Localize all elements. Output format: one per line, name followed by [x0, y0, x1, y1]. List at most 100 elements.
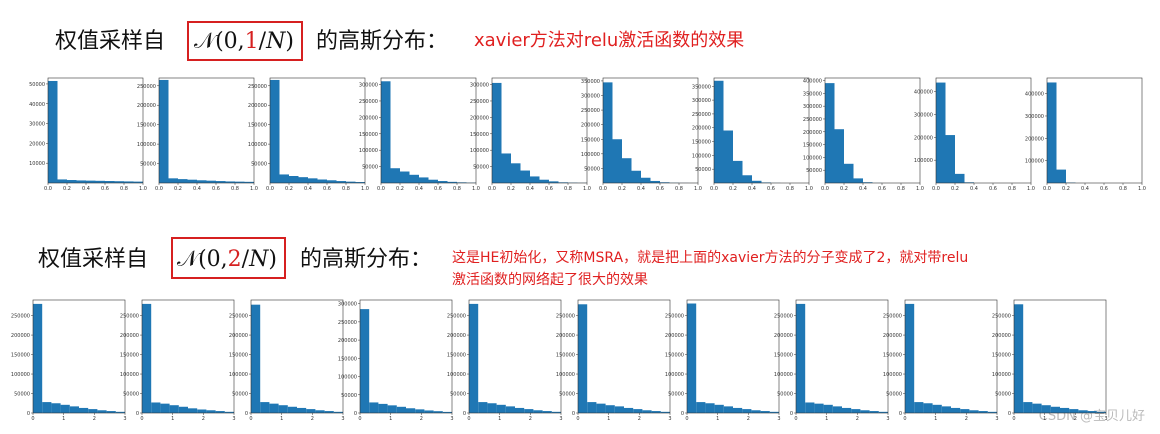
- x-tick-label: 0.0: [932, 186, 940, 192]
- x-tick-label: 0.8: [120, 186, 128, 192]
- bar: [1069, 409, 1079, 413]
- bar: [400, 171, 410, 183]
- bar: [206, 410, 216, 413]
- bar: [438, 181, 448, 183]
- y-tick-label: 150000: [137, 123, 156, 129]
- bar: [215, 411, 225, 413]
- x-tick-label: 0.8: [1119, 186, 1127, 192]
- x-tick-label: 1: [280, 416, 283, 422]
- y-tick-label: 300000: [338, 302, 357, 308]
- y-tick-label: 50000: [473, 165, 489, 171]
- y-tick-label: 150000: [359, 132, 378, 138]
- y-tick-label: 100000: [581, 152, 600, 158]
- y-tick-label: 0: [572, 411, 575, 417]
- bar: [969, 410, 979, 413]
- bar: [760, 411, 770, 413]
- bar: [88, 409, 98, 413]
- bar: [542, 411, 552, 413]
- y-tick-label: 0: [354, 411, 357, 417]
- bar: [641, 177, 651, 183]
- y-tick-label: 150000: [338, 356, 357, 362]
- bar: [936, 82, 946, 183]
- bar: [549, 181, 559, 183]
- y-tick-label: 0: [27, 411, 30, 417]
- formula-open: 𝒩(0,: [177, 247, 228, 272]
- bar: [106, 411, 116, 413]
- frame: [713, 77, 810, 184]
- bar: [269, 403, 279, 413]
- x-tick-label: 2: [529, 416, 532, 422]
- y-tick-label: 50000: [123, 392, 139, 398]
- y-tick-label: 250000: [120, 314, 139, 320]
- frame: [1046, 77, 1143, 184]
- bar: [860, 410, 870, 413]
- frame: [935, 77, 1032, 184]
- x-tick-label: 3: [450, 416, 453, 422]
- y-tick-label: 150000: [470, 132, 489, 138]
- y-tick-label: 200000: [803, 130, 822, 136]
- bar: [95, 180, 105, 183]
- y-tick-label: 100000: [665, 372, 684, 378]
- y-tick-label: 50000: [341, 393, 357, 399]
- y-tick-label: 250000: [470, 99, 489, 105]
- bar: [76, 180, 86, 183]
- bar: [235, 181, 245, 183]
- bar: [1078, 410, 1088, 413]
- bar: [124, 181, 134, 183]
- bar: [42, 402, 52, 413]
- bar: [69, 406, 79, 413]
- bar: [478, 402, 488, 413]
- y-tick-label: 200000: [1025, 136, 1044, 142]
- bar: [496, 404, 506, 413]
- bar: [297, 407, 307, 413]
- bar: [51, 403, 61, 413]
- y-tick-label: 50000: [251, 162, 267, 168]
- x-tick-label: 0.2: [285, 186, 293, 192]
- y-tick-label: 250000: [137, 84, 156, 90]
- bar: [487, 403, 497, 413]
- x-tick-label: 0.8: [564, 186, 572, 192]
- x-tick-label: 0.4: [304, 186, 312, 192]
- bar: [733, 407, 743, 413]
- x-tick-label: 0: [140, 416, 143, 422]
- bar: [60, 404, 70, 413]
- x-tick-label: 0.2: [618, 186, 626, 192]
- y-tick-label: 100000: [692, 153, 711, 159]
- x-tick-label: 0.4: [859, 186, 867, 192]
- bar: [428, 179, 438, 183]
- y-tick-label: 200000: [774, 333, 793, 339]
- x-tick-label: 0: [467, 416, 470, 422]
- bar: [151, 402, 161, 413]
- bar: [390, 168, 400, 183]
- bar: [814, 403, 824, 413]
- x-tick-label: 0.8: [1008, 186, 1016, 192]
- x-tick-label: 0.4: [82, 186, 90, 192]
- y-tick-label: 250000: [447, 314, 466, 320]
- bar: [539, 179, 549, 183]
- x-tick-label: 2: [638, 416, 641, 422]
- x-tick-label: 3: [1104, 416, 1107, 422]
- frame: [577, 299, 671, 414]
- y-tick-label: 50000: [362, 165, 378, 171]
- x-tick-label: 0: [358, 416, 361, 422]
- formula: 𝒩(0,1/𝑁): [194, 29, 294, 54]
- y-tick-label: 250000: [665, 314, 684, 320]
- y-tick-label: 100000: [359, 148, 378, 154]
- y-tick-label: 50000: [668, 392, 684, 398]
- x-tick-label: 0.6: [323, 186, 331, 192]
- x-tick-label: 0.2: [729, 186, 737, 192]
- bar: [705, 403, 715, 413]
- x-tick-label: 0.6: [212, 186, 220, 192]
- bar: [624, 407, 634, 413]
- y-tick-label: 0: [463, 411, 466, 417]
- x-tick-label: 2: [856, 416, 859, 422]
- bar: [1050, 406, 1060, 413]
- y-tick-label: 150000: [665, 353, 684, 359]
- bar: [415, 409, 425, 413]
- bar: [197, 409, 207, 413]
- bar: [941, 406, 951, 413]
- bar: [742, 409, 752, 413]
- heading-prefix: 权值采样自: [38, 247, 148, 272]
- x-tick-label: 2: [747, 416, 750, 422]
